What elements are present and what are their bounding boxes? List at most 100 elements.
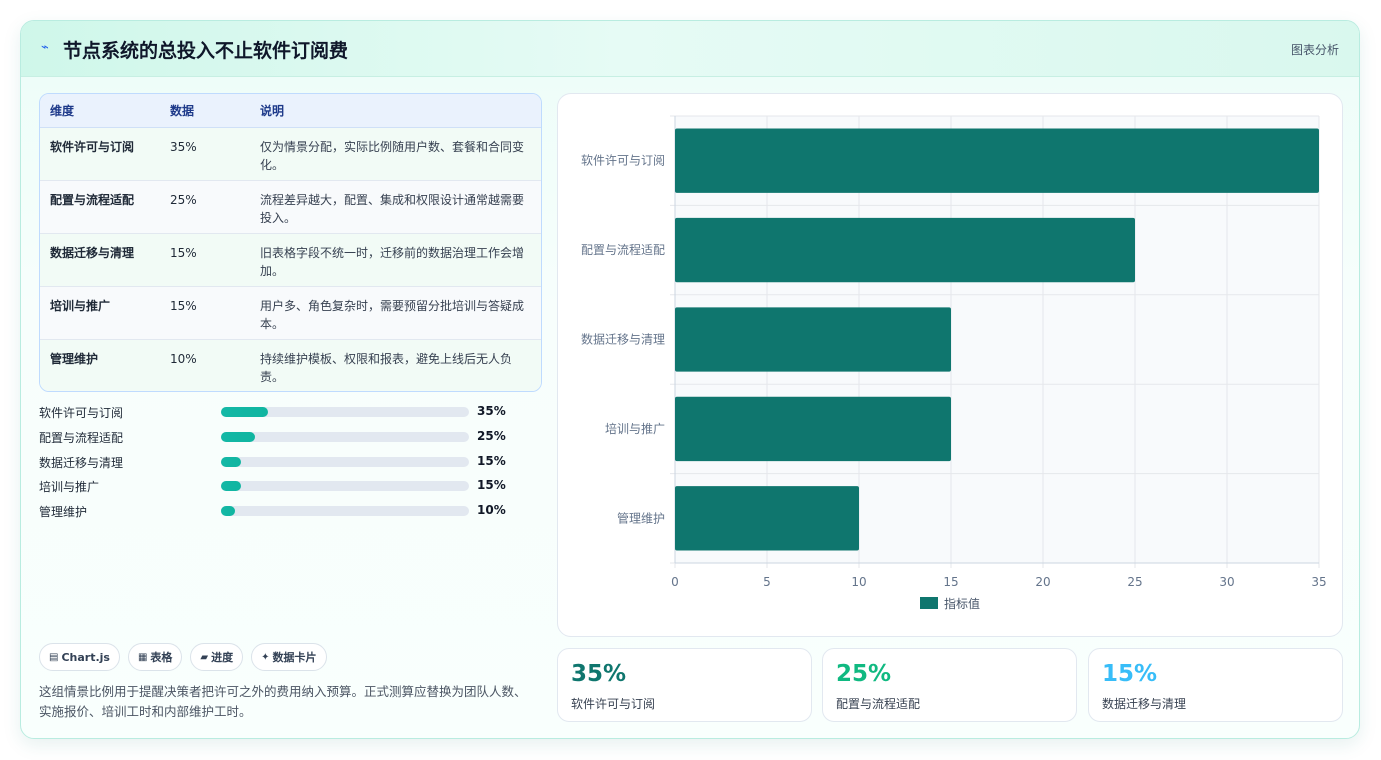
x-tick-label: 5 [763,575,771,589]
row-description: 流程差异越大，配置、集成和权限设计通常越需要投入。 [250,180,541,234]
y-tick-label: 培训与推广 [605,421,665,436]
legend-label: 指标值 [944,596,980,611]
progress-track [221,431,469,442]
progress-list: 软件许可与订阅 35% 配置与流程适配 25% 数据迁移与清理 15% 培训与推… [39,403,509,527]
stat-value: 35% [571,661,627,687]
row-dimension: 数据迁移与清理 [40,233,160,287]
progress-label: 培训与推广 [39,480,100,495]
progress-row: 软件许可与订阅 35% [39,403,509,428]
stat-value: 15% [1102,661,1158,687]
card-icon: ✦ [261,651,270,663]
progress-fill [221,456,242,467]
chip-label: 数据卡片 [272,651,317,664]
progress-value: 15% [477,478,506,493]
bar [675,128,1319,193]
y-tick-label: 数据迁移与清理 [581,332,665,347]
table-icon: ▦ [137,651,148,663]
progress-track [221,481,469,492]
progress-track [221,407,469,417]
stat-value: 25% [836,661,892,687]
progress-label: 软件许可与订阅 [39,406,124,420]
chip-table[interactable]: ▦ 表格 [127,643,183,671]
x-tick-label: 20 [1035,575,1050,589]
progress-label: 管理维护 [39,505,88,520]
progress-track [221,506,469,517]
stat-label: 配置与流程适配 [836,697,921,711]
stat-card: 15% 数据迁移与清理 [1088,648,1343,722]
row-value: 35% [160,127,250,181]
legend-swatch [920,597,938,609]
progress-value: 10% [477,503,506,518]
column-header-dimension: 维度 [40,94,160,128]
dashboard-card: ⌁ 节点系统的总投入不止软件订阅费 图表分析 维度 数据 说明 软件许可与订阅 … [20,20,1360,739]
stat-label: 数据迁移与清理 [1102,697,1187,711]
bar [675,396,951,462]
x-tick-label: 30 [1219,575,1234,589]
row-value: 15% [160,286,250,340]
row-dimension: 配置与流程适配 [40,180,160,234]
bar-chart-panel: 0 5 10 15 20 25 30 35 软件许可与订阅 配置与流程适配 数据迁移与清理培训与推广… [557,93,1343,637]
chip-data-card[interactable]: ✦ 数据卡片 [251,643,327,671]
page-title: 节点系统的总投入不止软件订阅费 [63,40,349,62]
progress-fill [221,481,242,492]
progress-track [221,456,469,467]
bar [675,486,859,551]
progress-value: 25% [477,428,506,443]
column-header-data: 数据 [160,94,250,128]
row-dimension: 管理维护 [40,339,160,391]
progress-icon: ▰ [200,651,209,663]
row-description: 仅为情景分配，实际比例随用户数、套餐和合同变化。 [250,127,541,181]
chip-label: 表格 [150,651,173,664]
stat-card: 25% 配置与流程适配 [822,648,1077,722]
table-row: 数据迁移与清理 15% 旧表格字段不统一时，迁移前的数据治理工作会增加。 [40,233,541,287]
y-tick-label: 软件许可与订阅 [581,154,665,168]
x-tick-label: 25 [1127,575,1142,589]
x-tick-label: 0 [671,575,679,589]
progress-row: 数据迁移与清理 15% [39,453,509,478]
x-tick-label: 10 [851,575,866,589]
x-tick-label: 15 [943,575,958,589]
y-tick-label: 管理维护 [617,510,665,525]
row-description: 用户多、角色复杂时，需要预留分批培训与答疑成本。 [250,286,541,340]
progress-row: 培训与推广 15% [39,477,509,502]
row-value: 15% [160,233,250,287]
header: ⌁ 节点系统的总投入不止软件订阅费 图表分析 [21,21,1359,77]
progress-label: 数据迁移与清理 [39,455,124,470]
table-row: 管理维护 10% 持续维护模板、权限和报表，避免上线后无人负责。 [40,339,541,391]
footnote: 这组情景比例用于提醒决策者把许可之外的费用纳入预算。正式测算应替换为团队人数、实… [39,684,527,719]
progress-fill [221,431,255,442]
row-dimension: 培训与推广 [40,286,160,340]
progress-row: 管理维护 10% [39,502,509,527]
chip-progress[interactable]: ▰ 进度 [190,643,244,671]
feature-chips: ▤ Chart.js ▦ 表格 ▰ 进度 ✦ 数据卡片 [39,643,327,671]
stat-card: 35% 软件许可与订阅 [557,648,812,722]
progress-row: 配置与流程适配 25% [39,428,509,453]
x-tick-label: 35 [1311,575,1326,589]
y-tick-label: 配置与流程适配 [581,242,665,257]
table-row: 培训与推广 15% 用户多、角色复杂时，需要预留分批培训与答疑成本。 [40,286,541,340]
table-row: 软件许可与订阅 35% 仅为情景分配，实际比例随用户数、套餐和合同变化。 [40,127,541,181]
row-value: 25% [160,180,250,234]
bar [675,217,1135,283]
chip-label: Chart.js [61,650,110,664]
stat-label: 软件许可与订阅 [571,697,656,711]
bar [675,307,951,372]
progress-fill [221,407,269,417]
data-table: 维度 数据 说明 软件许可与订阅 35% 仅为情景分配，实际比例随用户数、套餐和… [39,93,542,392]
chip-label: 进度 [211,651,234,664]
column-header-description: 说明 [250,94,541,128]
chip-chartjs[interactable]: ▤ Chart.js [39,643,120,671]
table-row: 配置与流程适配 25% 流程差异越大，配置、集成和权限设计通常越需要投入。 [40,180,541,234]
row-description: 旧表格字段不统一时，迁移前的数据治理工作会增加。 [250,233,541,287]
bar-chart: 0 5 10 15 20 25 30 35 软件许可与订阅配置与流程适配数据迁移与清理培训与推广… [581,115,1327,611]
progress-value: 15% [477,453,506,468]
row-dimension: 软件许可与订阅 [40,127,160,181]
chart-analysis-tag: 图表分析 [1290,43,1339,57]
progress-fill [221,506,235,517]
row-value: 10% [160,339,250,391]
progress-label: 配置与流程适配 [39,430,124,445]
row-description: 持续维护模板、权限和报表，避免上线后无人负责。 [250,339,541,391]
chart-icon: ▤ [49,651,59,663]
progress-value: 35% [477,404,506,418]
sparkle-icon: ⌁ [41,40,49,55]
